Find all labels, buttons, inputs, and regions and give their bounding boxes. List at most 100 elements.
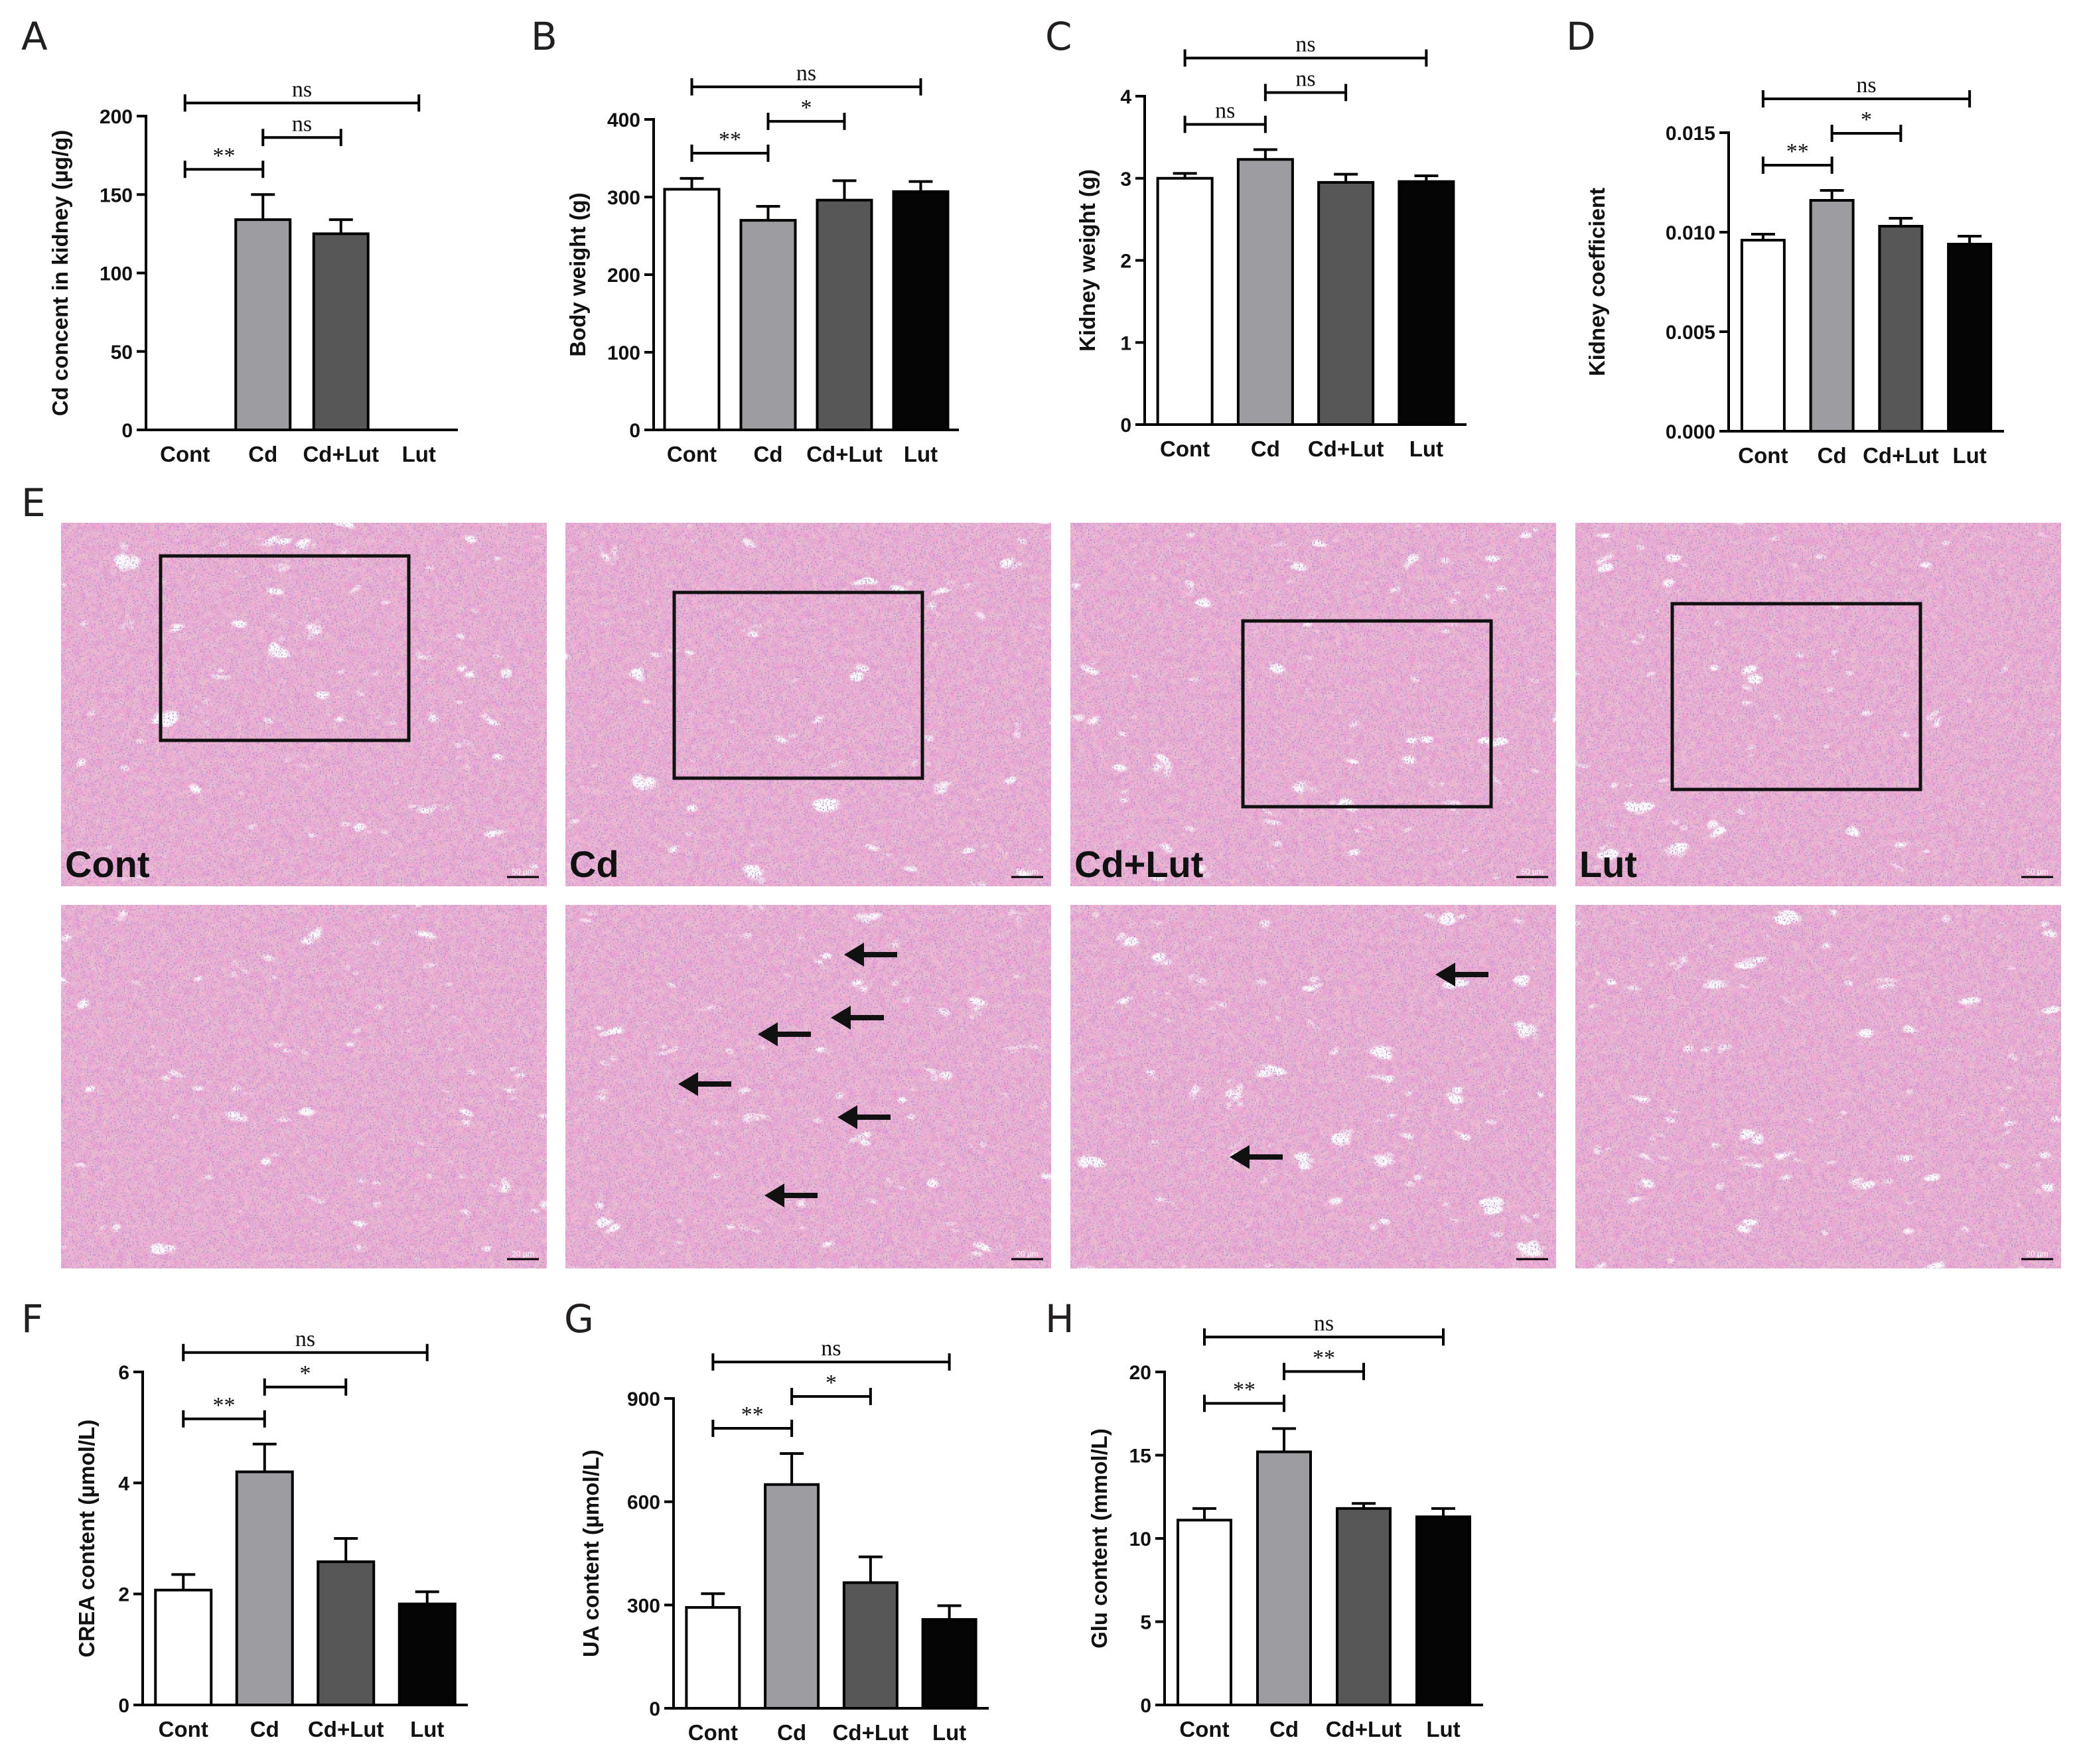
scale-bar-label: 50 µm	[512, 867, 534, 876]
x-tick-label: Cd+Lut	[806, 442, 883, 466]
y-tick-label: 300	[627, 1595, 660, 1617]
histology-image-detail: 20 µm	[1575, 905, 2061, 1268]
nuclei-texture	[1575, 905, 2061, 1268]
zoom-region-box	[159, 554, 411, 742]
bar-cont	[663, 188, 721, 431]
panel-letter: A	[21, 14, 48, 59]
bar-cd	[234, 218, 292, 431]
lesion-arrow-icon	[1435, 963, 1455, 986]
scale-bar-label: 20 µm	[1521, 1249, 1544, 1258]
x-tick-label: Lut	[904, 442, 938, 466]
x-tick-label: Cd+Lut	[303, 442, 379, 466]
chart-B: B Body weight (g) 0 100 200 300 400 Cont Cd Cd+Lu…	[531, 14, 959, 466]
y-tick-label: 50	[111, 342, 133, 364]
scale-bar-label: 50 µm	[1521, 867, 1544, 876]
bar-lut	[1415, 1515, 1471, 1707]
bar-lut	[892, 190, 950, 431]
significance-label: ns	[796, 61, 816, 86]
panel-letter: G	[564, 1296, 594, 1341]
significance-label: *	[1861, 107, 1872, 132]
y-tick-label: 0.005	[1666, 322, 1715, 344]
y-tick-label: 150	[100, 184, 133, 206]
y-axis-label: UA content (µmol/L)	[579, 1450, 603, 1657]
panel-letter: D	[1566, 14, 1596, 59]
zoom-region-box	[672, 590, 924, 780]
histology-image-detail: 20 µm	[565, 905, 1051, 1268]
significance-label: ns	[1295, 66, 1315, 91]
significance-label: **	[1313, 1345, 1335, 1370]
group-label: Lut	[1579, 843, 1637, 885]
significance-label: ns	[1295, 32, 1315, 56]
y-tick-label: 2	[1120, 251, 1131, 273]
nuclei-texture	[565, 905, 1051, 1268]
y-tick-label: 0	[118, 1695, 129, 1717]
y-tick-label: 4	[1120, 86, 1131, 108]
x-tick-label: Cd+Lut	[1308, 437, 1384, 461]
y-tick-label: 10	[1129, 1528, 1151, 1550]
bar-lut	[1398, 180, 1455, 426]
bar-cd	[1236, 158, 1294, 426]
y-axis-label: CREA content (µmol/L)	[74, 1420, 99, 1658]
bar-cont	[1740, 239, 1786, 433]
group-label: Cont	[65, 843, 150, 885]
zoom-region-box	[1670, 602, 1922, 791]
y-tick-label: 300	[607, 187, 640, 209]
x-tick-label: Cd+Lut	[1326, 1717, 1402, 1741]
group-label: Cd+Lut	[1074, 843, 1203, 885]
nuclei-texture	[1070, 523, 1556, 886]
significance-label: *	[300, 1361, 311, 1386]
bar-cd-lut	[312, 232, 370, 431]
bar-cd	[764, 1483, 820, 1710]
panel-letter: C	[1045, 14, 1072, 59]
histology-image-overview: 50 µm Cd	[565, 523, 1051, 886]
bar-lut	[397, 1602, 457, 1706]
chart-F: F CREA content (µmol/L) 0 2 4 6 Cont Cd Cd+Lut Lu…	[21, 1296, 468, 1741]
bar-cd-lut	[1317, 180, 1375, 426]
significance-label: **	[213, 1393, 236, 1418]
y-tick-label: 1	[1120, 332, 1131, 354]
x-tick-label: Cd	[1818, 443, 1847, 468]
x-tick-label: Cd+Lut	[308, 1717, 384, 1741]
chart-G: G UA content (µmol/L) 0 300 600 900 Cont Cd Cd+L…	[564, 1296, 989, 1745]
lesion-arrow-icon	[1230, 1145, 1250, 1169]
y-tick-label: 200	[607, 265, 640, 287]
y-tick-label: 0.000	[1666, 421, 1715, 443]
y-tick-label: 400	[607, 109, 640, 131]
y-tick-label: 0.010	[1666, 222, 1715, 244]
y-tick-label: 0	[629, 420, 640, 442]
chart-D: D Kidney coefficient 0.000 0.005 0.010 0.015 C…	[1566, 14, 2004, 468]
lesion-arrow-icon	[764, 1184, 784, 1207]
histology-image-overview: 50 µm Lut	[1575, 523, 2061, 886]
y-tick-label: 6	[118, 1362, 129, 1384]
scale-bar-label: 20 µm	[2026, 1249, 2048, 1258]
bar-cd	[1256, 1450, 1312, 1706]
lesion-arrow-icon	[844, 943, 864, 967]
significance-label: *	[801, 96, 812, 120]
nuclei-texture	[565, 523, 1051, 886]
significance-label: ns	[292, 77, 312, 102]
panel-letter: F	[21, 1296, 43, 1341]
x-tick-label: Lut	[1952, 443, 1986, 468]
significance-label: *	[826, 1371, 837, 1395]
bar-cd-lut	[816, 198, 873, 431]
histology-image-overview: 50 µm Cont	[61, 523, 547, 886]
chart-H: H Glu content (mmol/L) 0 5 10 15 20 Cont Cd Cd+Lu…	[1045, 1296, 1483, 1741]
bar-lut	[1947, 243, 1993, 433]
bar-cont	[1177, 1519, 1232, 1706]
significance-label: ns	[1856, 73, 1876, 98]
nuclei-texture	[1575, 523, 2061, 886]
lesion-arrow-icon	[837, 1105, 857, 1129]
bar-cd	[1809, 199, 1855, 433]
y-tick-label: 0	[1140, 1695, 1151, 1717]
significance-label: **	[719, 127, 741, 152]
histology-image-detail: 20 µm	[1070, 905, 1556, 1268]
x-tick-label: Cd+Lut	[1863, 443, 1939, 468]
significance-label: **	[1233, 1377, 1256, 1402]
lesion-arrow-icon	[831, 1006, 851, 1030]
scale-bar-label: 20 µm	[1016, 1249, 1039, 1258]
x-tick-label: Cd	[754, 442, 783, 466]
x-tick-label: Lut	[932, 1720, 966, 1745]
nuclei-texture	[61, 523, 547, 886]
x-tick-label: Cd	[248, 442, 277, 466]
